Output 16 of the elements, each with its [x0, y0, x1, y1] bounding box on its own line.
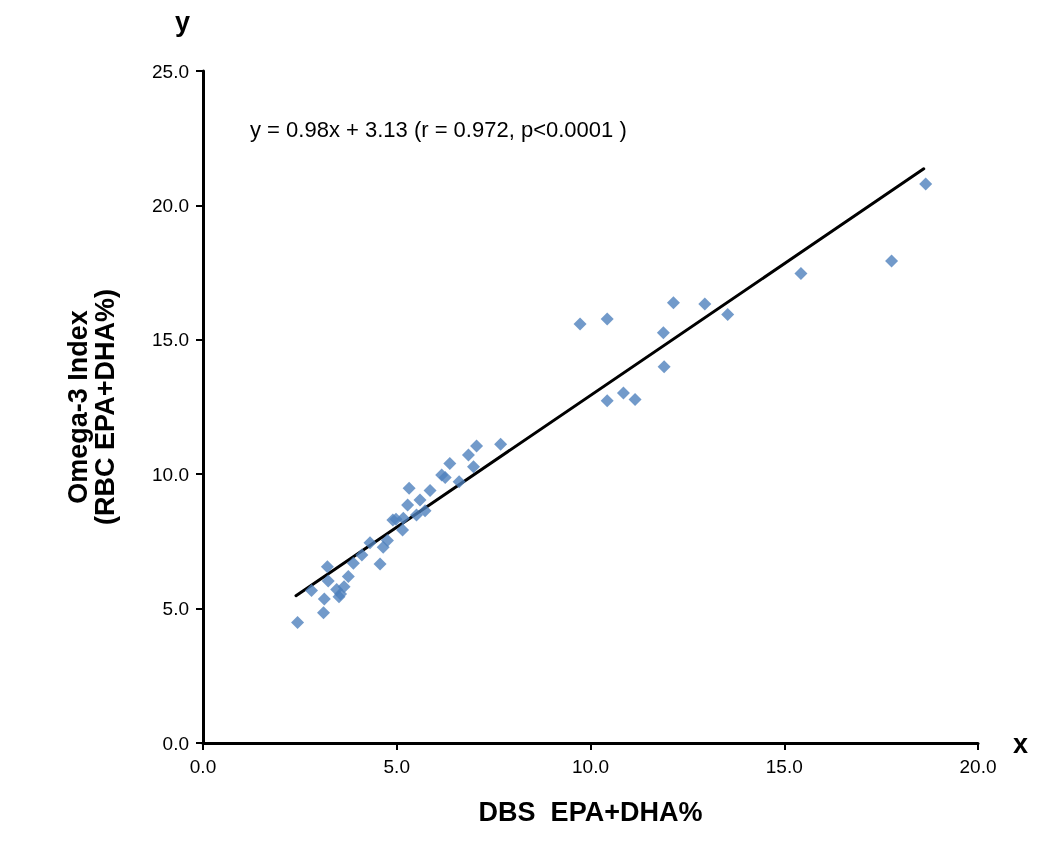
- y-tick-label: 0.0: [162, 732, 189, 754]
- y-tick-label: 20.0: [152, 194, 189, 216]
- x-tick-label: 20.0: [959, 756, 997, 777]
- x-axis-title: DBS EPA+DHA%: [478, 796, 703, 827]
- x-tick-label: 0.0: [189, 756, 217, 777]
- y-tick-label: 25.0: [152, 60, 189, 82]
- y-axis-title: Omega-3 Index (RBC EPA+DHA%): [62, 289, 120, 525]
- x-tick-label: 15.0: [765, 756, 803, 777]
- text: x: [1013, 728, 1029, 759]
- annotation: y = 0.98x + 3.13 (r = 0.972, p<0.0001 ): [250, 116, 627, 142]
- text: y: [175, 6, 191, 37]
- y-tick-label: 15.0: [152, 329, 189, 351]
- x-tick-label: 5.0: [383, 756, 410, 777]
- y-tick-label: 5.0: [162, 598, 189, 620]
- y-tick-label: 10.0: [152, 463, 189, 485]
- x-tick-label: 10.0: [572, 756, 609, 777]
